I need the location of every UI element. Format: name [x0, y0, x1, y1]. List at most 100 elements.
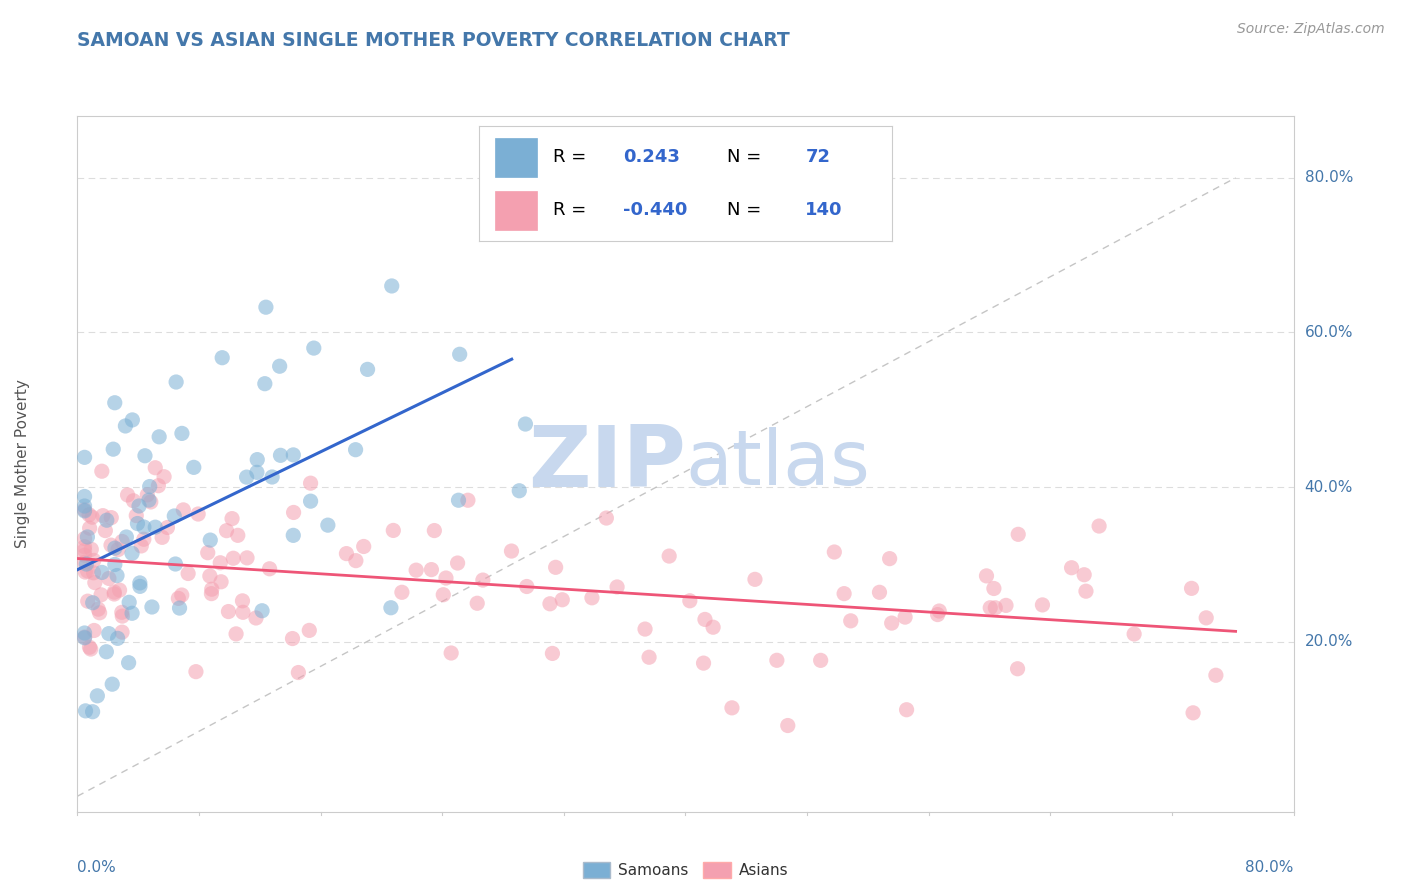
Point — [1088, 519, 1111, 533]
Point — [132, 520, 155, 534]
Legend: Samoans, Asians: Samoans, Asians — [576, 856, 794, 884]
Point — [201, 582, 224, 597]
Point — [148, 479, 170, 493]
Point — [236, 550, 259, 565]
Point — [117, 656, 139, 670]
Point — [979, 600, 1001, 615]
Point — [143, 460, 166, 475]
Point — [927, 607, 949, 622]
Point — [75, 557, 97, 571]
Point — [225, 627, 247, 641]
Point — [564, 210, 586, 224]
Point — [1007, 527, 1029, 541]
Point — [177, 566, 200, 581]
Point — [693, 612, 716, 626]
Point — [77, 508, 100, 522]
Point — [984, 600, 1007, 615]
Point — [122, 493, 145, 508]
Point — [138, 493, 160, 508]
Point — [1073, 567, 1095, 582]
Point — [879, 551, 901, 566]
Point — [508, 483, 530, 498]
Point — [136, 488, 159, 502]
Point — [100, 538, 122, 552]
Point — [184, 665, 207, 679]
Point — [209, 574, 232, 589]
Point — [810, 653, 832, 667]
Point — [76, 594, 98, 608]
Point — [595, 511, 617, 525]
Point — [132, 533, 155, 547]
Point — [104, 396, 127, 410]
Point — [104, 558, 127, 572]
Point — [156, 520, 179, 534]
Text: 20.0%: 20.0% — [1305, 634, 1353, 649]
Point — [143, 520, 166, 534]
Point — [380, 600, 402, 615]
Point — [114, 419, 136, 434]
Point — [232, 605, 254, 619]
Point — [75, 704, 97, 718]
Point — [928, 604, 950, 618]
Point — [381, 279, 404, 293]
Point — [287, 665, 309, 680]
Point — [634, 622, 657, 636]
Point — [217, 605, 239, 619]
Point — [538, 597, 561, 611]
Point — [87, 602, 110, 616]
Point — [658, 549, 681, 563]
Point — [702, 620, 724, 634]
Point — [226, 528, 249, 542]
Text: atlas: atlas — [686, 427, 870, 500]
Point — [209, 556, 232, 570]
Point — [283, 528, 305, 542]
Point — [111, 625, 134, 640]
Point — [1205, 668, 1227, 682]
Text: 40.0%: 40.0% — [1305, 480, 1353, 494]
Point — [121, 413, 143, 427]
Point — [91, 508, 114, 523]
Point — [97, 571, 120, 585]
Point — [432, 588, 454, 602]
Point — [721, 701, 744, 715]
Point — [606, 580, 628, 594]
Point — [96, 513, 118, 527]
Point — [270, 448, 292, 462]
Point — [198, 569, 221, 583]
Point — [79, 640, 101, 655]
Text: 80.0%: 80.0% — [1246, 861, 1294, 875]
Point — [73, 548, 96, 562]
Point — [440, 646, 463, 660]
Point — [128, 499, 150, 513]
Point — [316, 518, 339, 533]
Text: 80.0%: 80.0% — [1305, 170, 1353, 186]
Point — [222, 551, 245, 566]
Point — [73, 630, 96, 644]
Point — [447, 493, 470, 508]
Point — [776, 718, 799, 732]
Point — [125, 508, 148, 523]
Point — [148, 430, 170, 444]
Point — [1182, 706, 1205, 720]
Point — [128, 575, 150, 590]
Point — [744, 572, 766, 586]
Point — [76, 564, 98, 578]
Point — [245, 611, 267, 625]
Point — [167, 591, 190, 606]
Point — [516, 580, 538, 594]
Point — [335, 547, 357, 561]
Point — [766, 653, 789, 667]
Text: 0.0%: 0.0% — [77, 861, 117, 875]
Point — [298, 624, 321, 638]
Point — [1060, 560, 1083, 574]
Point — [117, 488, 139, 502]
Point — [200, 586, 222, 600]
Text: 60.0%: 60.0% — [1305, 325, 1353, 340]
Point — [541, 647, 564, 661]
Point — [172, 503, 194, 517]
Point — [86, 689, 108, 703]
Point — [839, 614, 862, 628]
Point — [169, 601, 191, 615]
Point — [97, 626, 120, 640]
Point — [103, 585, 125, 599]
